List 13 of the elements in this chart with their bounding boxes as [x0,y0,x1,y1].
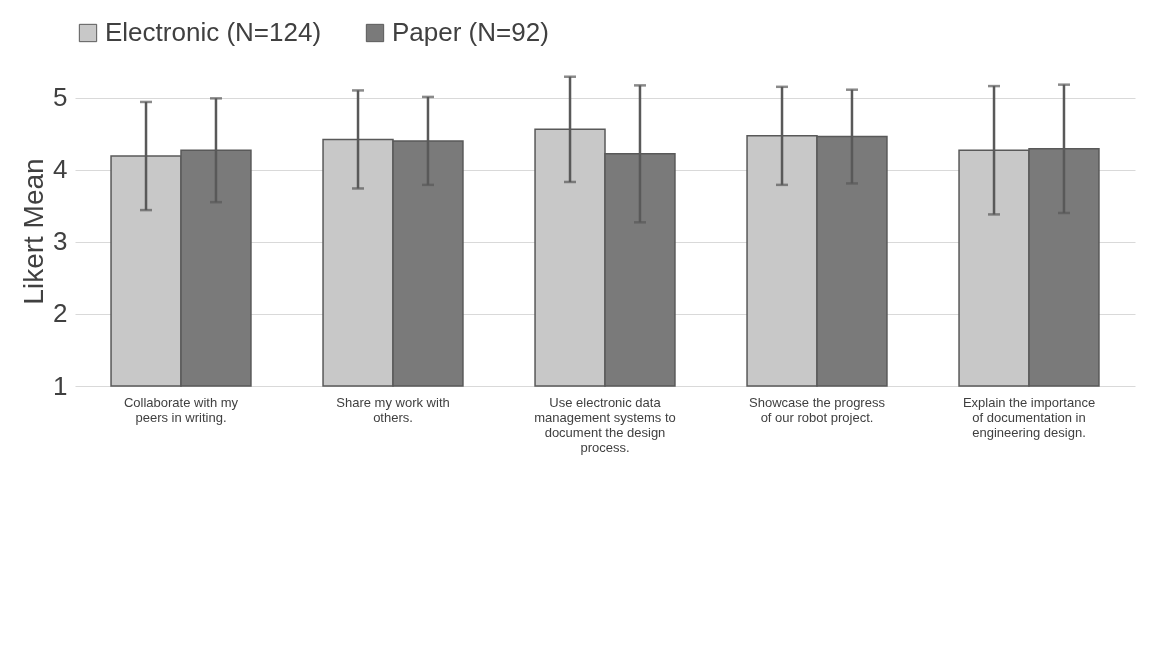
x-tick-label: Share my work with others. [336,394,450,425]
x-tick-label: Use electronic data management systems to document the design process. [534,394,676,455]
y-axis-title: Likert Mean [18,158,50,305]
y-tick-label: 4 [53,154,68,185]
y-tick-label: 2 [53,298,68,329]
x-tick-label: Collaborate with my peers in writing. [123,394,239,425]
legend-label: Electronic (N=124) [105,17,322,47]
y-tick-label: 1 [53,370,68,401]
legend-label: Paper (N=92) [392,17,549,47]
x-tick-label: Explain the importance of documentation in engineering design. [962,394,1096,440]
x-tick-label: Showcase the progress of our robot project. [749,394,886,425]
y-tick-label: 5 [53,82,68,113]
y-tick-label: 3 [53,226,68,257]
